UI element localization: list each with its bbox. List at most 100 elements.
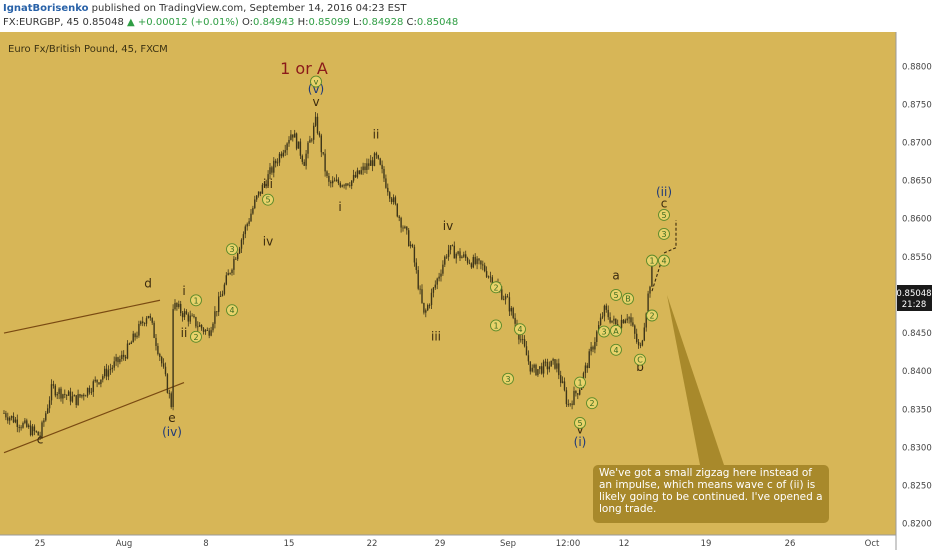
circle-label-ring — [490, 281, 502, 294]
circle-label-ring — [190, 294, 202, 307]
candle-body — [117, 357, 119, 363]
wave-label-10: iii — [431, 330, 441, 344]
candle-body — [417, 270, 419, 289]
candle-body — [354, 174, 357, 178]
candle-body — [620, 319, 623, 328]
candle-body — [510, 308, 512, 312]
candle-body — [138, 323, 140, 336]
candle-body — [142, 321, 144, 324]
candle-body — [491, 277, 493, 287]
symbol-label: FX:EURGBP, 45 — [3, 17, 80, 28]
candle-body — [404, 226, 406, 229]
candle-body — [206, 330, 208, 331]
time-tick-7: 12:00 — [556, 539, 581, 549]
candle-body — [43, 420, 45, 423]
candle-body — [408, 230, 410, 247]
circle-label-text: 2 — [493, 283, 498, 292]
circle-label-text: v — [314, 78, 319, 87]
candle-body — [105, 368, 108, 377]
circle-label-ring — [574, 376, 586, 389]
candle-body — [54, 385, 56, 396]
time-tick-1: Aug — [116, 539, 133, 549]
candle-body — [389, 192, 391, 199]
candle-body — [269, 167, 271, 175]
wave-label-11: iv — [443, 219, 453, 233]
candle-body — [501, 289, 503, 300]
circle-label-ring — [622, 292, 634, 305]
candle-body — [64, 394, 66, 395]
circle-label-5: 5 — [262, 193, 274, 206]
candle-body — [453, 245, 455, 259]
candle-body — [343, 185, 345, 187]
candle-body — [20, 427, 22, 429]
candle-body — [257, 191, 260, 196]
candle-body — [221, 293, 224, 297]
author-link[interactable]: IgnatBorisenko — [3, 3, 89, 14]
candle-body — [328, 175, 330, 182]
candle-body — [352, 174, 355, 181]
candle-body — [544, 361, 547, 363]
candle-body — [402, 227, 404, 229]
circle-label-4: 4 — [226, 304, 238, 317]
candle-body — [347, 183, 349, 186]
candle-body — [309, 139, 311, 143]
candle-body — [111, 367, 113, 369]
candle-body — [195, 317, 197, 327]
candle-body — [151, 317, 153, 323]
candle-body — [592, 346, 594, 350]
circle-label-21: 3 — [658, 228, 670, 240]
candle-body — [193, 315, 195, 318]
circle-label-ring — [574, 417, 586, 429]
wave-label-9: ii — [373, 128, 380, 142]
candle-body — [143, 323, 146, 324]
candle-body — [468, 262, 471, 264]
candle-body — [626, 318, 628, 321]
circle-label-text: 5 — [577, 419, 582, 428]
candle-body — [535, 364, 537, 376]
candle-body — [489, 276, 492, 278]
circle-label-text: 5 — [265, 196, 270, 205]
candle-body — [189, 315, 191, 322]
candle-body — [187, 314, 189, 322]
candle-body — [69, 391, 72, 402]
candle-body — [231, 269, 233, 273]
up-arrow-icon: ▲ — [127, 17, 135, 28]
candle-body — [37, 431, 39, 436]
candle-body — [569, 403, 571, 405]
candle-body — [636, 333, 638, 342]
circle-label-ring — [610, 288, 622, 301]
candle-body — [394, 197, 397, 204]
candle-body — [96, 379, 98, 383]
channel-lines — [3, 299, 185, 454]
candle-body — [419, 288, 421, 290]
candle-body — [136, 335, 138, 338]
candle-body — [210, 330, 212, 336]
candle-body — [237, 253, 239, 260]
wave-label-3: ii — [181, 326, 188, 340]
wave-label-15: c — [661, 196, 668, 210]
candle-body — [259, 191, 262, 194]
degree-label-0: (iv) — [162, 425, 182, 439]
price-chart[interactable]: Euro Fx/British Pound, 45, FXCM cdiiieii… — [0, 32, 932, 550]
candle-body — [124, 356, 127, 359]
candle-body — [62, 394, 64, 399]
candle-body — [318, 133, 321, 136]
time-axis[interactable] — [0, 535, 896, 550]
candle-body — [267, 174, 269, 187]
candle-body — [161, 357, 163, 364]
circle-label-23: 5 — [658, 208, 670, 221]
wave-label-5: iii — [263, 177, 273, 191]
time-tick-10: 26 — [785, 539, 796, 549]
time-ticks: 25 Aug 8 15 22 29 Sep 12:00 12 19 26 Oct — [35, 539, 880, 549]
candle-body — [398, 216, 400, 218]
candle-body — [373, 153, 376, 166]
candle-body — [641, 340, 644, 346]
candle-body — [522, 339, 524, 341]
candles — [3, 112, 653, 441]
